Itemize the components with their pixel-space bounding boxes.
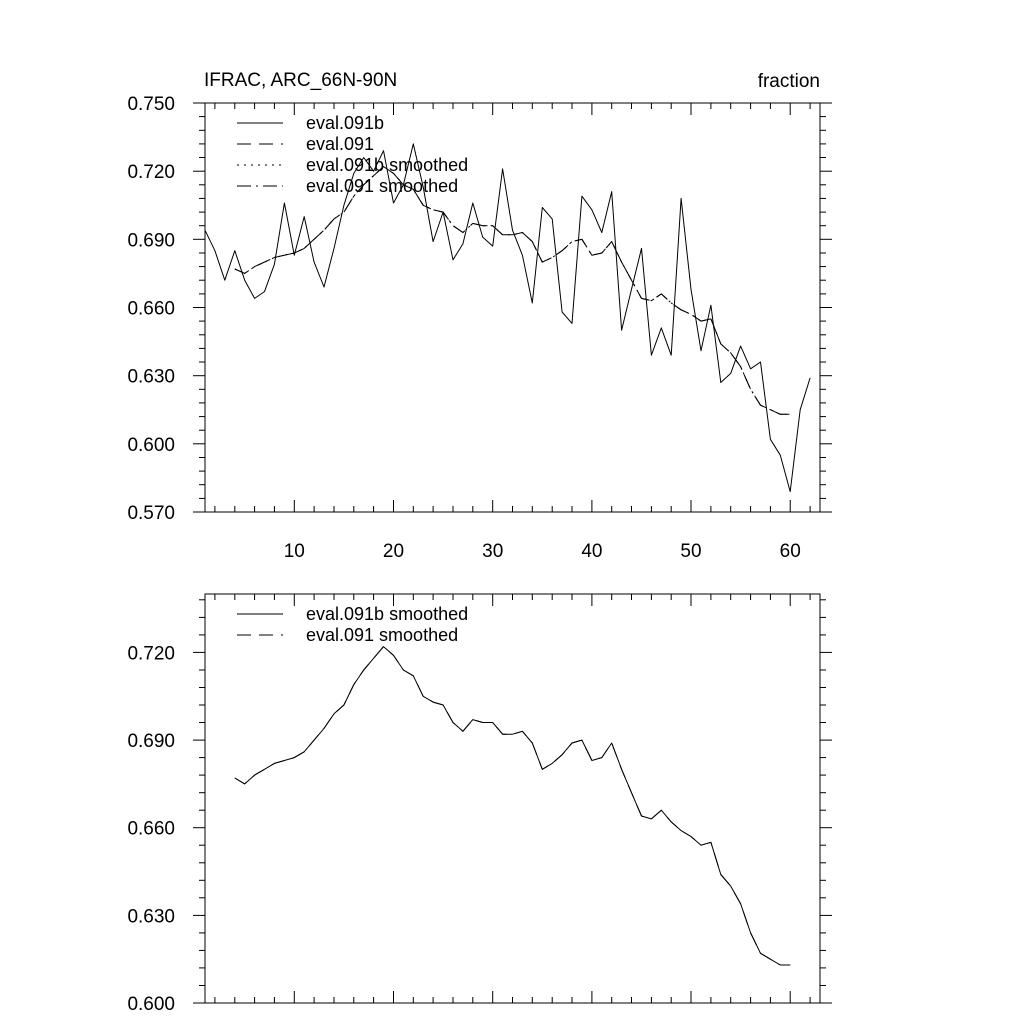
series-line-3 xyxy=(234,166,791,415)
series-lines xyxy=(234,646,791,966)
legend-label: eval.091 smoothed xyxy=(306,625,458,645)
y-tick-label: 0.720 xyxy=(127,643,175,664)
y-tick-label: 0.630 xyxy=(127,367,175,388)
axis-ticks xyxy=(193,594,832,1004)
y-tick-label: 0.630 xyxy=(127,906,175,927)
y-tick-label: 0.660 xyxy=(127,299,175,320)
y-tick-label: 0.690 xyxy=(127,731,175,752)
series-line-2 xyxy=(234,166,791,415)
axis-ticks xyxy=(193,102,832,513)
plot-frame xyxy=(204,593,821,1004)
x-tick-labels: 10 20 30 40 50 60 xyxy=(284,541,801,562)
x-tick-label: 10 xyxy=(284,541,305,562)
legend-label: eval.091 xyxy=(306,134,374,154)
x-tick-label: 50 xyxy=(680,541,701,562)
series-line-1 xyxy=(204,143,811,493)
y-tick-label: 0.660 xyxy=(127,819,175,840)
series-line-2 xyxy=(234,646,791,966)
series-line-4 xyxy=(234,166,791,415)
legend-label: eval.091b smoothed xyxy=(306,155,468,175)
chart-title: IFRAC, ARC_66N-90N xyxy=(204,70,397,91)
y-tick-label: 0.600 xyxy=(127,994,175,1015)
y-tick-labels: 0.600 0.630 0.660 0.690 0.720 xyxy=(127,643,175,1015)
series-lines xyxy=(204,143,811,493)
x-tick-label: 60 xyxy=(780,541,801,562)
top-panel: IFRAC, ARC_66N-90N fraction 0.5700.6000.… xyxy=(127,70,832,562)
legend-label: eval.091b smoothed xyxy=(306,604,468,624)
units-label: fraction xyxy=(758,71,820,92)
x-tick-label: 20 xyxy=(383,541,404,562)
y-tick-label: 0.600 xyxy=(127,435,175,456)
y-tick-label: 0.690 xyxy=(127,230,175,251)
plot-frame xyxy=(204,102,821,513)
y-tick-label: 0.720 xyxy=(127,162,175,183)
y-tick-labels: 0.570 0.600 0.630 0.660 0.690 0.720 0.750 xyxy=(127,94,175,524)
bottom-panel: 0.600 0.630 0.660 0.690 0.720 eval.091b smoo… xyxy=(127,593,832,1015)
legend-label: eval.091b xyxy=(306,113,384,133)
y-tick-label: 0.750 xyxy=(127,94,175,115)
x-tick-label: 40 xyxy=(581,541,602,562)
legend-label: eval.091 smoothed xyxy=(306,176,458,196)
series-line-1 xyxy=(234,646,791,966)
y-tick-label: 0.570 xyxy=(127,503,175,524)
x-tick-label: 30 xyxy=(482,541,503,562)
